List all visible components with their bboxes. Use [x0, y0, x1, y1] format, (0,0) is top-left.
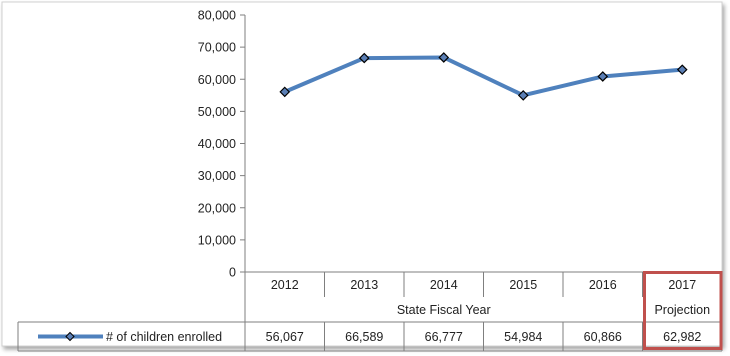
data-point-marker	[438, 52, 450, 63]
data-point-marker	[597, 71, 609, 82]
x-tick-label: Projection	[654, 303, 710, 317]
data-table-value: 56,067	[266, 330, 304, 344]
y-tick-label: 10,000	[198, 233, 236, 247]
data-point-marker	[517, 90, 529, 101]
data-point-marker	[676, 64, 688, 76]
data-table-value: 60,866	[584, 330, 622, 344]
series-line	[282, 55, 685, 98]
data-table-value: 66,777	[425, 330, 463, 344]
legend-label: # of children enrolled	[106, 330, 222, 344]
x-tick-label: 2013	[350, 278, 378, 292]
y-tick-label: 0	[229, 266, 236, 280]
x-tick-label: 2014	[430, 278, 458, 292]
data-table-value: 62,982	[663, 330, 701, 344]
y-tick-label: 30,000	[198, 169, 236, 183]
y-tick-label: 70,000	[198, 41, 236, 55]
y-tick-label: 40,000	[198, 137, 236, 151]
y-tick-label: 50,000	[198, 105, 236, 119]
x-tick-label: 2012	[271, 278, 299, 292]
series-layer	[279, 52, 688, 101]
x-tick-label: 2017	[668, 278, 696, 292]
y-tick-label: 20,000	[198, 201, 236, 215]
data-table: 2012 2013 2014 2015 2016 2017 Projection State …	[17, 271, 723, 352]
data-point-marker	[358, 52, 370, 64]
data-table-value: 66,589	[345, 330, 383, 344]
y-tick-label: 60,000	[198, 73, 236, 87]
chart-frame	[1, 1, 723, 347]
data-point-marker	[279, 86, 291, 98]
x-tick-label: 2015	[509, 278, 537, 292]
projection-highlight-box	[643, 271, 723, 350]
y-axis: 0 10,000 20,000 30,000 40,000 50,000 60,000 70,…	[198, 9, 246, 280]
x-tick-label: 2016	[589, 278, 617, 292]
highlight-layer	[643, 271, 723, 350]
legend-marker	[65, 331, 75, 342]
data-table-value: 54,984	[504, 330, 542, 344]
y-tick-label: 80,000	[198, 9, 236, 23]
x-axis-title: State Fiscal Year	[397, 303, 491, 317]
